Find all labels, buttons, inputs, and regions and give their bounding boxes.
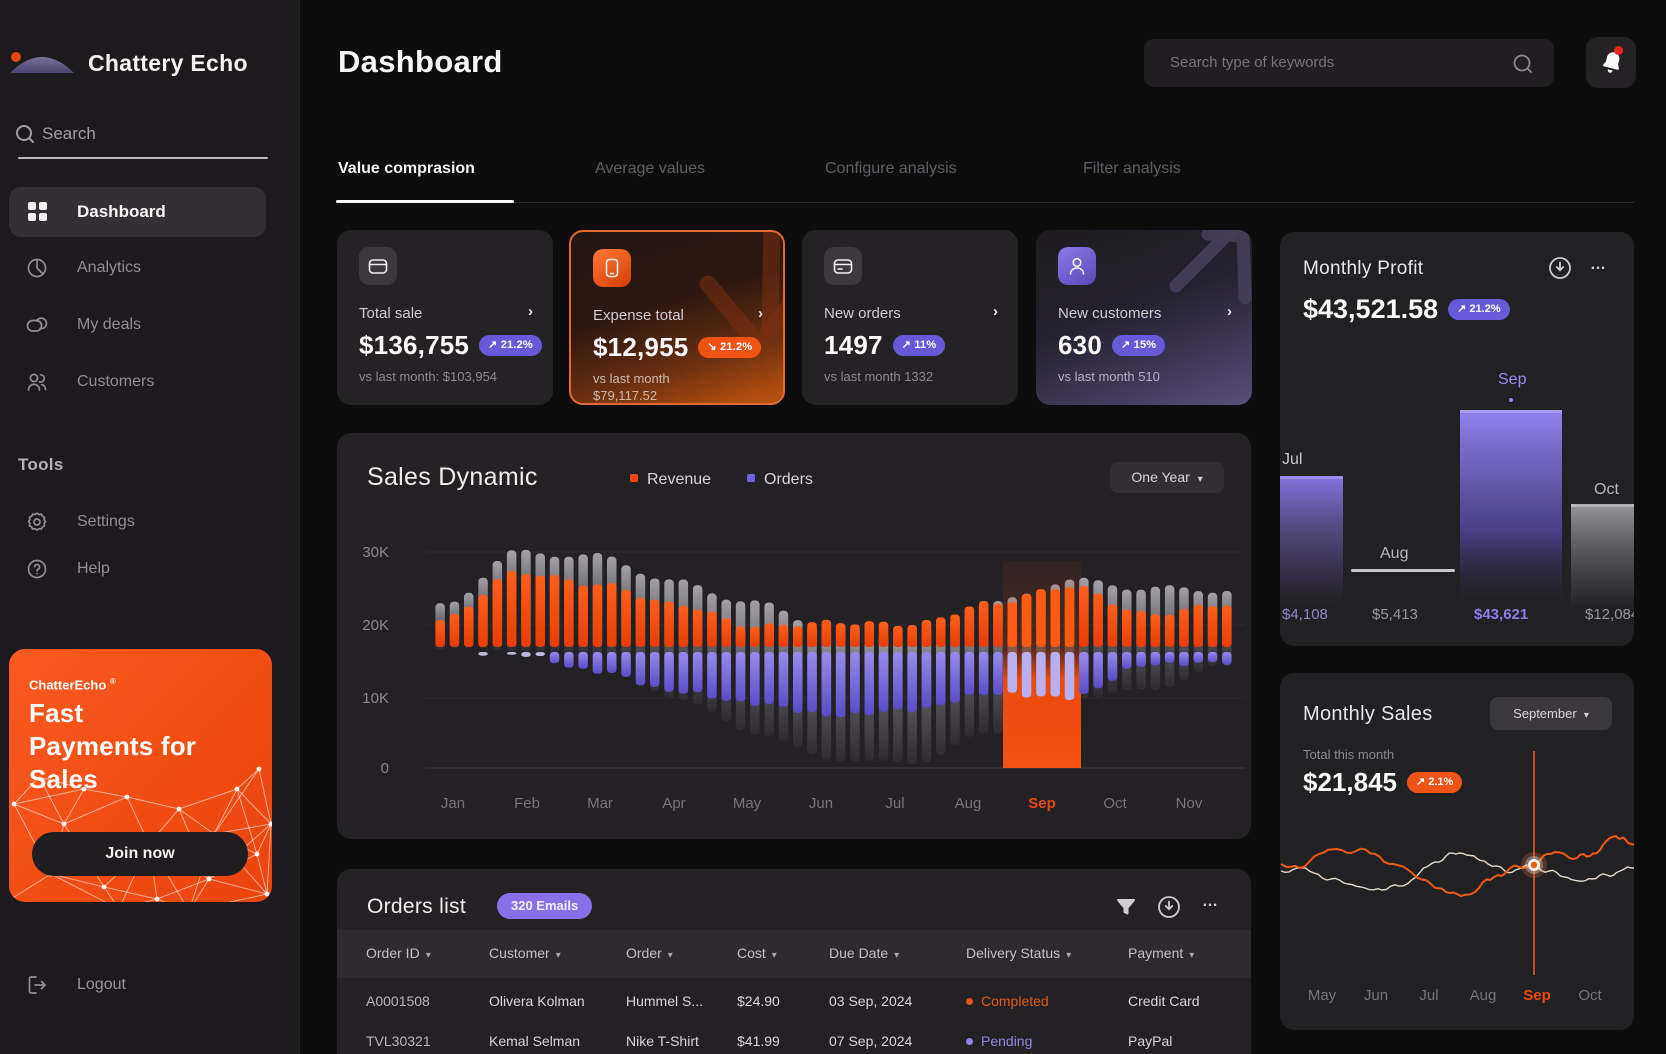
svg-text:$4,108: $4,108	[1282, 606, 1328, 623]
svg-text:Jun: Jun	[809, 795, 833, 812]
svg-text:May: May	[733, 795, 762, 812]
svg-text:Jul: Jul	[1419, 987, 1438, 1004]
svg-text:20K: 20K	[362, 617, 389, 634]
svg-text:Oct: Oct	[1103, 795, 1127, 812]
svg-text:10K: 10K	[362, 690, 389, 707]
svg-text:Sep: Sep	[1523, 987, 1551, 1004]
svg-text:Mar: Mar	[587, 795, 613, 812]
svg-text:Sep: Sep	[1498, 371, 1527, 388]
svg-text:Oct: Oct	[1578, 987, 1602, 1004]
svg-text:$5,413: $5,413	[1372, 606, 1418, 623]
svg-text:Jan: Jan	[441, 795, 465, 812]
svg-text:$43,621: $43,621	[1474, 606, 1528, 623]
svg-text:May: May	[1308, 987, 1337, 1004]
svg-text:Jul: Jul	[1282, 451, 1302, 468]
svg-text:Aug: Aug	[955, 795, 982, 812]
svg-text:Oct: Oct	[1594, 481, 1619, 498]
svg-text:Jul: Jul	[885, 795, 904, 812]
svg-text:30K: 30K	[362, 544, 389, 561]
svg-text:Nov: Nov	[1176, 795, 1203, 812]
svg-text:Aug: Aug	[1470, 987, 1497, 1004]
svg-text:Sep: Sep	[1028, 795, 1056, 812]
svg-text:Apr: Apr	[662, 795, 685, 812]
svg-text:$12,084: $12,084	[1585, 606, 1634, 623]
svg-text:Feb: Feb	[514, 795, 540, 812]
svg-text:Aug: Aug	[1380, 545, 1408, 562]
svg-text:0: 0	[381, 760, 389, 777]
svg-text:Jun: Jun	[1364, 987, 1388, 1004]
